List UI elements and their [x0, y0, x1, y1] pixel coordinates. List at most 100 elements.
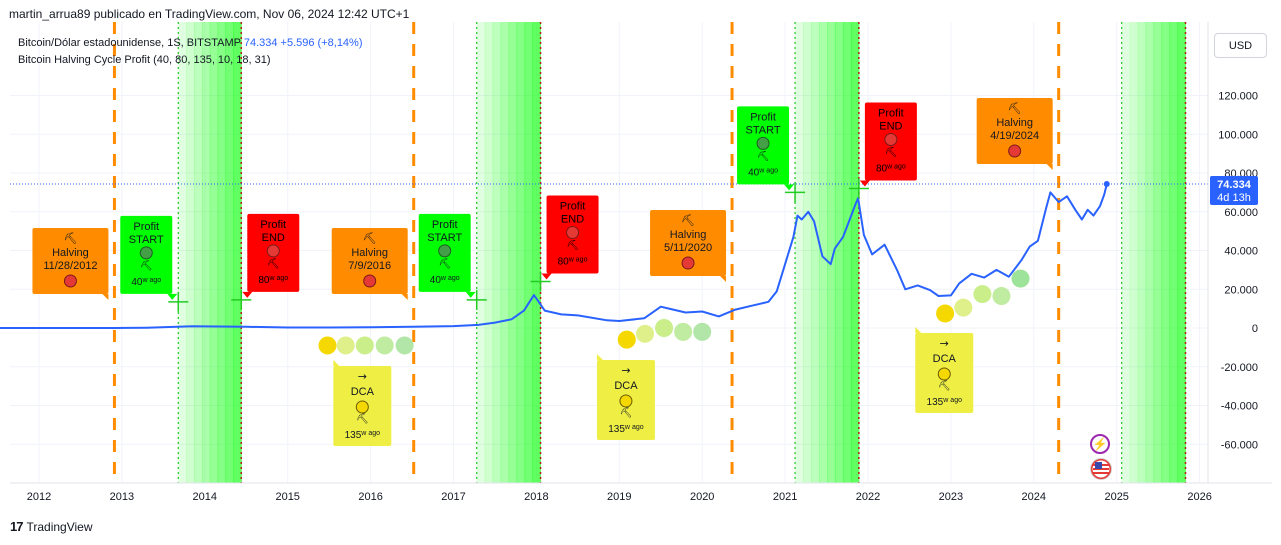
- dca-dot: [635, 324, 654, 343]
- dca-label-pointer: [333, 360, 340, 366]
- profit-label-dot: [139, 246, 153, 260]
- profit-label-line2: START: [746, 124, 781, 136]
- us-flag-icon[interactable]: [1090, 458, 1112, 480]
- halving-label-pointer: [1046, 164, 1053, 170]
- x-tick-label: 2019: [607, 491, 631, 503]
- profit-zone-band: [178, 22, 187, 483]
- profit-label-age-value: 80: [558, 257, 570, 268]
- dca-label: → DCA ⛏ 135w ago: [333, 360, 392, 446]
- halving-label-dot: [63, 274, 77, 288]
- profit-label-age-unit: w: [886, 164, 893, 171]
- dca-label-age-value: 135: [345, 430, 362, 441]
- halving-label-date: 4/19/2024: [990, 130, 1039, 142]
- pickaxe-icon: ⛏: [885, 147, 898, 159]
- dca-label-age-value: 135: [927, 397, 944, 408]
- dca-label-title: DCA: [614, 380, 638, 392]
- dca-dot: [617, 330, 636, 349]
- symbol-name[interactable]: Bitcoin/Dólar estadounidense, 1S, BITSTA…: [18, 37, 241, 49]
- y-tick-label: 0: [1252, 323, 1258, 335]
- chart-legend: Bitcoin/Dólar estadounidense, 1S, BITSTA…: [18, 35, 363, 69]
- flash-icon[interactable]: ⚡: [1090, 434, 1110, 454]
- indicator-name[interactable]: Bitcoin Halving Cycle Profit (40, 80, 13…: [18, 54, 271, 66]
- tradingview-footer[interactable]: 17 TradingView: [10, 519, 93, 534]
- dca-dot: [355, 336, 374, 355]
- currency-button[interactable]: USD: [1214, 33, 1267, 58]
- x-tick-label: 2013: [110, 491, 134, 503]
- profit-label-dot: [756, 136, 770, 150]
- profit-zone-band: [1137, 22, 1147, 483]
- price-change-value: +5.596 (+8,14%): [280, 37, 363, 49]
- dca-label: → DCA ⛏ 135w ago: [596, 354, 655, 440]
- profit-label-age-value: 40: [131, 277, 143, 288]
- profit-label-line2: START: [129, 234, 164, 246]
- dca-label-age-suffix: ago: [950, 397, 962, 404]
- profit-label-age-unit: w: [440, 275, 447, 282]
- profit-zone-band: [194, 22, 203, 483]
- profit-zone-band: [476, 22, 486, 483]
- x-tick-label: 2015: [275, 491, 299, 503]
- profit-label-age-suffix: ago: [576, 257, 588, 264]
- dca-dot: [992, 287, 1011, 306]
- dca-dot: [674, 322, 693, 341]
- x-tick-label: 2021: [773, 491, 797, 503]
- profit-label-age: 40w ago: [430, 275, 460, 286]
- profit-zone-band: [186, 22, 195, 483]
- profit-label-dot: [884, 133, 898, 146]
- profit-label-pointer: [784, 184, 795, 191]
- profit-zone-band: [818, 22, 828, 483]
- price-axis-bg: [1208, 22, 1281, 483]
- dca-label-title: DCA: [933, 353, 957, 365]
- halving-label-dot: [363, 274, 377, 288]
- profit-zones: [177, 22, 1187, 483]
- profit-label-pointer: [465, 291, 476, 298]
- profit-label-age: 40w ago: [748, 167, 778, 178]
- x-tick-label: 2020: [690, 491, 714, 503]
- price-line: [0, 183, 1108, 329]
- profit-zone-band: [1145, 22, 1155, 483]
- profit-zone-band: [826, 22, 836, 483]
- dca-dot: [395, 336, 414, 355]
- halving-label-pointer: [102, 294, 109, 300]
- pickaxe-icon: ⛏: [681, 214, 695, 227]
- indicator-legend-row[interactable]: Bitcoin Halving Cycle Profit (40, 80, 13…: [18, 52, 363, 69]
- symbol-legend-row[interactable]: Bitcoin/Dólar estadounidense, 1S, BITSTA…: [18, 35, 363, 52]
- dca-dot: [954, 298, 973, 317]
- halving-label-title: Halving: [351, 247, 388, 259]
- profit-label-age: 80w ago: [258, 275, 288, 286]
- profit-label-pointer: [167, 293, 178, 300]
- x-tick-label: 2017: [441, 491, 465, 503]
- profit-label-dot: [266, 244, 280, 258]
- dca-dot: [1011, 269, 1030, 288]
- profit-label-dot: [566, 226, 580, 239]
- y-tick-label: -60.000: [1221, 439, 1258, 451]
- pickaxe-icon: ⛏: [438, 258, 451, 270]
- profit-zone-band: [842, 22, 852, 483]
- profit-zone-band: [1129, 22, 1139, 483]
- x-tick-label: 2016: [358, 491, 382, 503]
- profit-label-line1: Profit: [560, 201, 586, 213]
- dca-dot: [973, 285, 992, 304]
- dca-label-title: DCA: [351, 386, 375, 398]
- dca-label-age-suffix: ago: [632, 424, 644, 431]
- dca-label-age: 135w ago: [345, 430, 381, 441]
- y-tick-label: 40.000: [1224, 246, 1258, 258]
- dca-label-dot: [355, 400, 369, 414]
- profit-label-age: 80w ago: [558, 257, 588, 268]
- dca-label-age: 135w ago: [608, 424, 644, 435]
- profit-zone-band: [1161, 22, 1171, 483]
- dca-dot: [318, 336, 337, 355]
- dca-dot: [693, 322, 712, 341]
- y-tick-label: 120.000: [1218, 91, 1258, 103]
- halving-lines: [112, 22, 1061, 483]
- tradingview-logo-icon: 17: [10, 519, 24, 534]
- profit-label-age-unit: w: [141, 277, 148, 284]
- dca-label-age-suffix: ago: [368, 430, 380, 437]
- profit-zone-band: [524, 22, 534, 483]
- halving-label-date: 7/9/2016: [348, 260, 391, 272]
